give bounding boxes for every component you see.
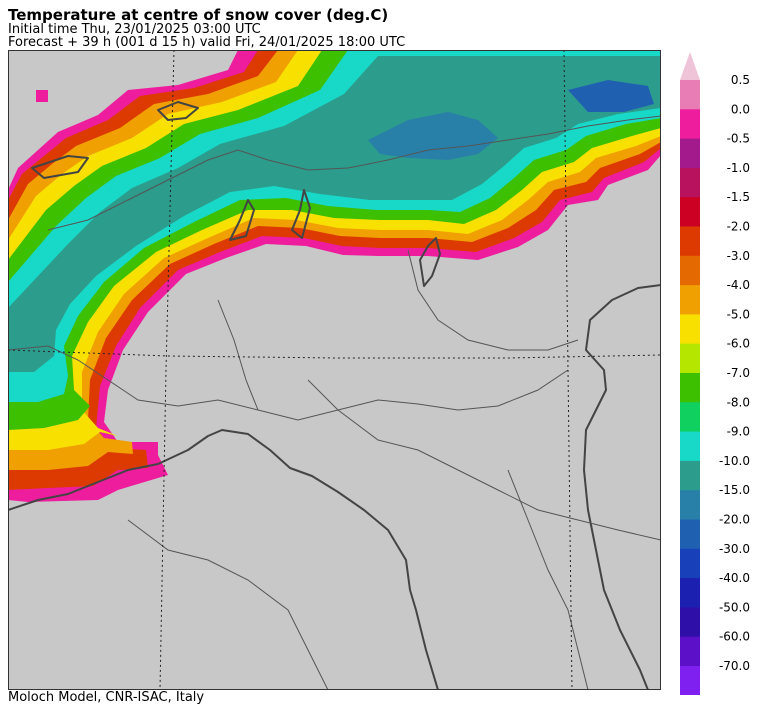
legend-swatch [680, 460, 700, 491]
legend-label: -70.0 [719, 659, 750, 673]
forecast-validity: Forecast + 39 h (001 d 15 h) valid Fri, … [8, 35, 406, 50]
adriatic-coast [583, 284, 661, 690]
model-credit: Moloch Model, CNR-ISAC, Italy [8, 690, 205, 705]
legend-label: -3.0 [727, 249, 750, 263]
legend-swatch [680, 431, 700, 462]
ligurian-tyrrhenian-coast [8, 429, 439, 690]
border-4 [307, 379, 661, 541]
legend-swatch [680, 343, 700, 374]
legend-label: 0.0 [731, 102, 750, 116]
color-legend: 0.5 0.0 -0.5 -1.0 -1.5 -2.0 -3.0 -4.0 -5.0 -6.0 -7… [680, 52, 750, 695]
legend-label: -5.0 [727, 307, 750, 321]
legend-swatch [680, 226, 700, 257]
legend-swatch [680, 80, 700, 110]
snow-band-coldest [8, 56, 661, 372]
legend-label: 0.5 [731, 73, 750, 87]
lake-como [291, 189, 311, 239]
legend-swatch [680, 402, 700, 433]
snow-band-frigid [368, 112, 498, 160]
legend-swatch [680, 255, 700, 286]
legend-label: -60.0 [719, 630, 750, 644]
border-7 [507, 469, 589, 690]
graticule [8, 50, 661, 690]
snow-patch-west [36, 90, 48, 102]
legend-label: -4.0 [727, 278, 750, 292]
legend-label: -7.0 [727, 366, 750, 380]
legend-swatch [680, 666, 700, 695]
legend-over-triangle [680, 52, 700, 80]
legend-swatch [680, 490, 700, 520]
legend-swatch [680, 314, 700, 345]
parallel-1 [8, 349, 661, 359]
legend-label: -9.0 [727, 425, 750, 439]
map-title: Temperature at centre of snow cover (deg… [8, 6, 389, 24]
legend-label: -10.0 [719, 454, 750, 468]
legend-label: -20.0 [719, 513, 750, 527]
map-frame [8, 50, 661, 690]
coast-fragment-north [157, 101, 199, 121]
legend-swatch [680, 578, 700, 608]
coastlines [8, 101, 661, 690]
snow-patch-northeast [568, 80, 654, 112]
border-2 [8, 345, 569, 421]
legend-label: -30.0 [719, 542, 750, 556]
meridian-1 [159, 50, 175, 690]
administrative-borders [8, 115, 661, 690]
legend-label: -50.0 [719, 600, 750, 614]
legend-swatch [680, 373, 700, 403]
legend-swatch [680, 548, 700, 579]
lake-maggiore [229, 199, 255, 241]
legend-swatch [680, 197, 700, 227]
border-6 [407, 249, 579, 351]
legend-label: -6.0 [727, 337, 750, 351]
map-panel [8, 50, 661, 690]
legend-swatch [680, 109, 700, 140]
legend-label: -40.0 [719, 571, 750, 585]
legend-swatch [680, 519, 700, 550]
border-5 [127, 519, 329, 690]
lake-geneva [31, 155, 89, 179]
border-3 [217, 299, 259, 411]
legend-label: -1.5 [727, 190, 750, 204]
legend-label: -2.0 [727, 220, 750, 234]
legend-label: -8.0 [727, 395, 750, 409]
border-1 [47, 115, 661, 231]
legend-swatch [680, 285, 700, 315]
legend-swatch [680, 636, 700, 667]
legend-label: -15.0 [719, 483, 750, 497]
legend-swatch [680, 167, 700, 198]
legend-swatch [680, 607, 700, 638]
legend-label: -0.5 [727, 132, 750, 146]
legend-swatch [680, 138, 700, 169]
meridian-2 [563, 50, 573, 690]
legend-label: -1.0 [727, 161, 750, 175]
lake-garda [419, 237, 441, 287]
initial-time: Initial time Thu, 23/01/2025 03:00 UTC [8, 22, 261, 37]
